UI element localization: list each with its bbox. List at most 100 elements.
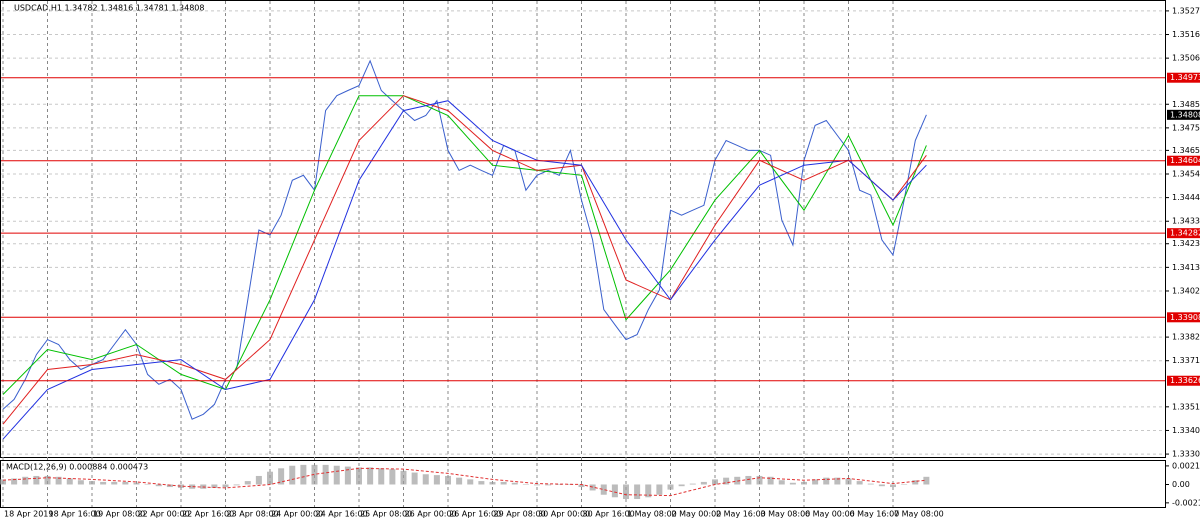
- macd-bar: [322, 464, 329, 485]
- macd-bar: [500, 481, 507, 485]
- y-tick-label: -0.002154: [1172, 498, 1200, 507]
- macd-bar: [511, 482, 518, 485]
- macd-bar: [812, 479, 819, 485]
- last-price-label: 1.34808: [1170, 110, 1200, 119]
- y-tick-label: 1.33715: [1172, 356, 1200, 365]
- y-tick-label: 0.002181: [1172, 461, 1200, 470]
- macd-bar: [623, 484, 629, 499]
- level-tag: [1167, 155, 1200, 166]
- macd-bar: [534, 484, 540, 486]
- x-tick-label: 24 Apr 16:00: [316, 510, 368, 519]
- macd-bar: [445, 475, 451, 485]
- macd-bar: [723, 477, 730, 485]
- macd-bar: [923, 476, 930, 485]
- macd-bar: [166, 484, 173, 488]
- x-tick-label: 30 Apr 16:00: [583, 510, 635, 519]
- macd-bar: [155, 484, 162, 487]
- y-tick-label: 1.35270: [1172, 6, 1200, 15]
- macd-bar: [667, 484, 674, 490]
- y-tick-label: 1.33510: [1172, 402, 1200, 411]
- x-tick-label: 7 May 08:00: [894, 510, 944, 519]
- macd-bar: [255, 475, 262, 485]
- x-tick-label: 2 May 00:00: [672, 510, 722, 519]
- price-panel: [0, 0, 1166, 458]
- y-tick-label: 1.35165: [1172, 30, 1200, 39]
- macd-bar: [300, 464, 307, 485]
- y-tick-label: 1.34650: [1172, 146, 1200, 155]
- macd-bar: [89, 481, 95, 485]
- macd-bar: [545, 484, 552, 486]
- x-tick-label: 26 Apr 00:00: [405, 510, 457, 519]
- level-tag: [1167, 375, 1200, 386]
- macd-bar: [600, 484, 607, 495]
- macd-bar: [578, 484, 585, 488]
- macd-bar: [745, 475, 752, 485]
- macd-bar: [77, 480, 84, 485]
- macd-bar: [44, 475, 51, 485]
- y-tick-label: 1.34130: [1172, 263, 1200, 272]
- macd-bar: [311, 464, 318, 485]
- moving-average: [2, 95, 927, 425]
- macd-bar: [856, 481, 863, 485]
- level-label: 1.33908: [1170, 313, 1200, 322]
- x-tick-label: 29 Apr 08:00: [494, 510, 546, 519]
- macd-bar: [133, 482, 140, 485]
- macd-bar: [478, 481, 485, 485]
- level-tag: [1167, 228, 1200, 239]
- x-tick-label: 22 Apr 16:00: [182, 510, 234, 519]
- macd-bar: [456, 477, 463, 485]
- macd-bar: [422, 474, 429, 485]
- level-label: 1.34973: [1170, 73, 1200, 82]
- x-tick-label: 1 May 08:00: [627, 510, 677, 519]
- macd-bar: [778, 480, 785, 485]
- macd-bar: [912, 480, 919, 485]
- macd-bar: [890, 484, 896, 488]
- macd-bar: [823, 477, 830, 485]
- macd-bar: [344, 466, 351, 485]
- macd-bar: [878, 484, 885, 487]
- x-tick-label: 24 Apr 00:00: [271, 510, 323, 519]
- x-tick-label: 23 Apr 08:00: [227, 510, 279, 519]
- macd-bar: [66, 478, 73, 485]
- x-tick-label: 19 Apr 08:00: [93, 510, 145, 519]
- moving-average: [2, 100, 927, 440]
- macd-signal: [2, 467, 927, 497]
- macd-bar: [222, 484, 229, 488]
- macd-bar: [122, 481, 129, 485]
- y-tick-label: 1.34440: [1172, 193, 1200, 202]
- x-tick-label: 22 Apr 00:00: [138, 510, 190, 519]
- macd-bar: [611, 484, 618, 498]
- y-tick-label: 1.33820: [1172, 333, 1200, 342]
- x-tick-label: 3 May 08:00: [761, 510, 811, 519]
- macd-bar: [411, 472, 418, 485]
- x-tick-label: 25 Apr 08:00: [360, 510, 412, 519]
- macd-title: MACD(12,26,9) 0.000884 0.000473: [6, 463, 148, 472]
- macd-bar: [378, 468, 385, 485]
- macd-bar: [22, 476, 29, 485]
- macd-bar: [645, 484, 652, 498]
- level-label: 1.34282: [1170, 229, 1200, 238]
- x-tick-label: 18 Apr 16:00: [49, 510, 101, 519]
- macd-bar: [278, 468, 285, 485]
- x-tick-label: 2 May 16:00: [716, 510, 766, 519]
- macd-bar: [522, 484, 529, 485]
- macd-bar: [678, 484, 685, 487]
- y-tick-label: 1.34750: [1172, 123, 1200, 132]
- macd-bar: [700, 481, 707, 485]
- macd-bar: [789, 482, 796, 485]
- y-tick-label: 1.34545: [1172, 169, 1200, 178]
- y-tick-label: 1.33405: [1172, 426, 1200, 435]
- macd-bar: [489, 481, 496, 485]
- macd-bar: [801, 481, 807, 485]
- y-tick-label: 1.34025: [1172, 286, 1200, 295]
- y-tick-label: 1.33300: [1172, 450, 1200, 459]
- macd-bar: [467, 479, 474, 485]
- macd-bar: [389, 469, 396, 485]
- macd-bar: [55, 476, 62, 485]
- macd-bar: [845, 478, 852, 485]
- macd-bar: [178, 484, 184, 488]
- macd-bar: [233, 484, 240, 486]
- x-tick-label: 26 Apr 16:00: [449, 510, 501, 519]
- macd-bar: [834, 477, 841, 485]
